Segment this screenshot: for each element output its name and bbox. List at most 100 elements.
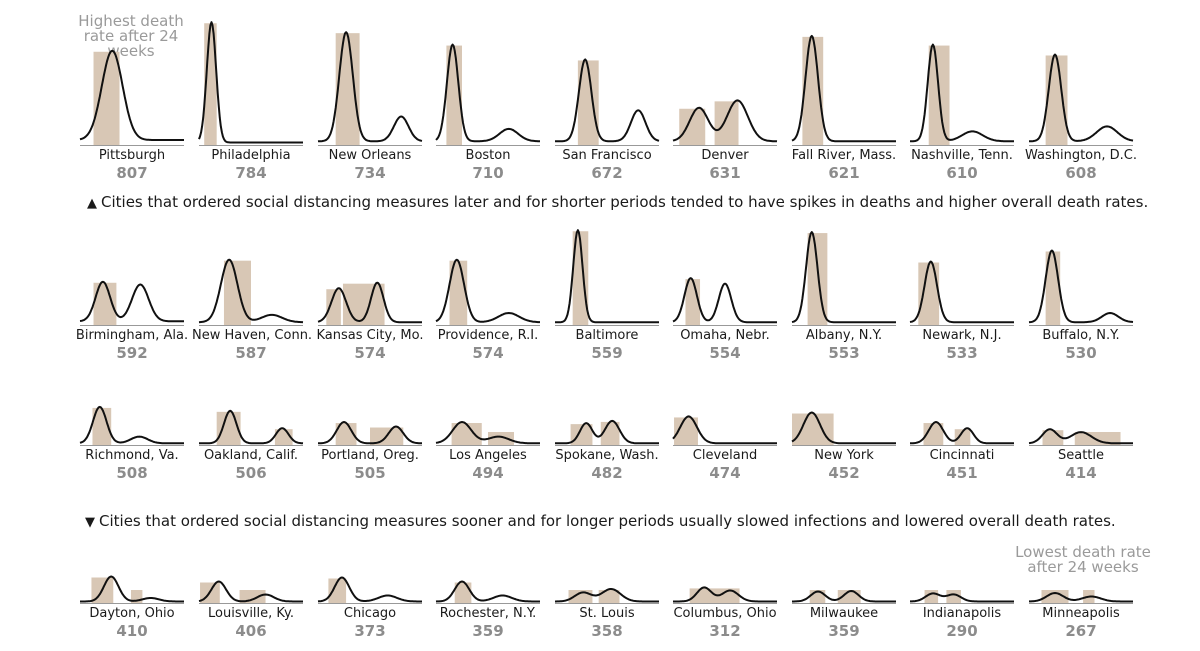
death-rate-value: 267 xyxy=(1065,622,1097,640)
city-name: Baltimore xyxy=(575,328,639,343)
city-name: Kansas City, Mo. xyxy=(316,328,424,343)
death-curve-line xyxy=(435,43,540,143)
death-rate-value: 506 xyxy=(235,464,267,482)
death-rate-value: 710 xyxy=(472,164,504,182)
city-panel: Birmingham, Ala. 592 xyxy=(73,196,191,362)
death-rate-value: 734 xyxy=(354,164,386,182)
city-chart xyxy=(555,588,659,604)
city-chart xyxy=(79,405,184,446)
death-rate-value: 410 xyxy=(116,622,148,640)
city-name: San Francisco xyxy=(562,148,652,163)
city-name: Spokane, Wash. xyxy=(555,448,659,463)
city-chart xyxy=(318,421,422,446)
distancing-period-bar xyxy=(92,407,112,446)
distancing-period-bar xyxy=(689,588,740,604)
death-rate-value: 508 xyxy=(116,464,148,482)
death-curve-line xyxy=(435,580,540,603)
city-chart xyxy=(198,258,304,326)
death-rate-value: 505 xyxy=(354,464,386,482)
distancing-period-bar xyxy=(451,423,482,446)
city-panel: St. Louis 358 xyxy=(548,474,666,640)
triangle-up-icon: ▲ xyxy=(87,196,97,211)
death-curve-line xyxy=(791,411,896,445)
city-name: Milwaukee xyxy=(809,606,879,621)
death-curve-line xyxy=(317,31,423,143)
distancing-period-bar xyxy=(674,417,698,446)
death-rate-value: 574 xyxy=(472,344,504,362)
distancing-period-bar xyxy=(93,282,117,326)
city-name: Providence, R.I. xyxy=(437,328,539,343)
death-rate-value: 587 xyxy=(235,344,267,362)
city-name: Indianapolis xyxy=(922,606,1002,621)
death-rate-value: 414 xyxy=(1065,464,1097,482)
city-panel: Milwaukee 359 xyxy=(785,474,903,640)
city-chart xyxy=(317,31,423,146)
death-curve-line xyxy=(79,49,184,141)
city-name: Chicago xyxy=(343,606,397,621)
distancing-period-bar xyxy=(946,590,961,604)
death-rate-value: 530 xyxy=(1065,344,1097,362)
city-name: Rochester, N.Y. xyxy=(439,606,537,621)
note-later-text: Cities that ordered social distancing me… xyxy=(101,193,1149,211)
lowest-death-rate-label: Lowest death rate after 24 weeks xyxy=(1015,543,1151,576)
city-chart xyxy=(79,280,184,326)
city-chart xyxy=(199,409,304,446)
city-name: Nashville, Tenn. xyxy=(911,148,1013,163)
city-chart xyxy=(1029,590,1133,604)
death-rate-value: 574 xyxy=(354,344,386,362)
distancing-period-bar xyxy=(954,429,971,446)
city-panel: Columbus, Ohio 312 xyxy=(666,474,784,640)
death-curve-line xyxy=(198,258,304,324)
city-name: Cincinnati xyxy=(929,448,995,463)
death-curve-line xyxy=(910,421,1014,445)
city-chart xyxy=(555,58,660,146)
death-rate-value: 553 xyxy=(828,344,860,362)
death-curve-line xyxy=(79,405,184,445)
city-chart xyxy=(317,281,422,326)
death-rate-value: 807 xyxy=(116,164,148,182)
city-name: Philadelphia xyxy=(211,148,291,163)
death-rate-value: 359 xyxy=(828,622,860,640)
death-curve-line xyxy=(1029,53,1134,143)
city-panel: Seattle 414 xyxy=(1022,316,1140,482)
distancing-period-bar xyxy=(577,60,599,146)
city-chart xyxy=(673,586,777,604)
city-panel: Los Angeles 494 xyxy=(429,316,547,482)
death-rate-value: 358 xyxy=(591,622,623,640)
city-chart xyxy=(791,34,896,146)
city-name: Portland, Oreg. xyxy=(321,448,419,463)
city-chart xyxy=(79,49,184,147)
city-panel: Minneapolis 267 xyxy=(1022,474,1140,640)
city-panel: Oakland, Calif. 506 xyxy=(192,316,310,482)
city-panel: Louisville, Ky. 406 xyxy=(192,474,310,640)
death-curve-line xyxy=(792,590,896,603)
death-rate-value: 494 xyxy=(472,464,504,482)
city-chart xyxy=(1028,249,1134,326)
corner-note-bottom: Lowest death rate after 24 weeks xyxy=(1010,545,1156,575)
city-panel: Baltimore 559 xyxy=(548,196,666,362)
city-chart xyxy=(792,590,896,604)
city-panel: Boston 710 xyxy=(429,16,547,182)
city-panel: Newark, N.J. 533 xyxy=(903,196,1021,362)
city-chart xyxy=(435,580,540,604)
death-rate-value: 474 xyxy=(709,464,741,482)
city-panel: San Francisco 672 xyxy=(548,16,666,182)
death-rate-value: 290 xyxy=(946,622,978,640)
death-curve-line xyxy=(317,281,422,324)
death-curve-line xyxy=(199,409,304,445)
city-name: Oakland, Calif. xyxy=(203,448,299,463)
city-panel: Albany, N.Y. 553 xyxy=(785,196,903,362)
death-curve-line xyxy=(555,419,659,445)
city-chart xyxy=(672,99,778,146)
distancing-period-bar xyxy=(714,101,739,146)
city-name: Boston xyxy=(465,148,511,163)
death-curve-line xyxy=(198,580,303,603)
death-rate-value: 592 xyxy=(116,344,148,362)
city-panel: Pittsburgh 807 xyxy=(73,16,191,182)
city-panel: Chicago 373 xyxy=(311,474,429,640)
death-curve-line xyxy=(791,231,896,324)
death-rate-value: 631 xyxy=(709,164,741,182)
note-later-distancing: ▲ Cities that ordered social distancing m… xyxy=(87,193,1148,211)
city-panel: Washington, D.C. 608 xyxy=(1022,16,1140,182)
death-curve-line xyxy=(672,277,777,324)
